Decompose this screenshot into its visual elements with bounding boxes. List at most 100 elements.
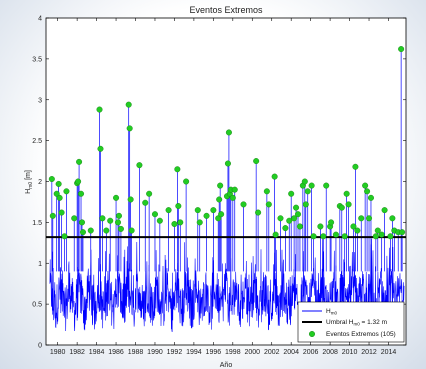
event-marker	[282, 225, 289, 232]
event-marker	[215, 215, 222, 222]
event-marker	[53, 190, 60, 197]
x-tick-label: 2004	[283, 349, 299, 356]
x-tick-label: 1994	[186, 349, 202, 356]
event-marker	[381, 207, 388, 214]
event-marker	[125, 101, 132, 108]
event-marker	[271, 173, 278, 180]
legend-threshold-rest: = 1.32 m	[360, 319, 387, 326]
event-marker	[151, 211, 158, 218]
event-marker	[107, 217, 114, 224]
y-tick-label: 2	[38, 179, 42, 186]
event-marker	[304, 188, 311, 195]
event-marker	[196, 219, 203, 226]
event-marker	[291, 215, 298, 222]
event-marker	[76, 158, 83, 165]
event-marker	[358, 215, 365, 222]
x-tick-label: 1990	[147, 349, 163, 356]
event-marker	[127, 196, 134, 203]
event-marker	[332, 231, 339, 238]
event-marker	[320, 233, 327, 240]
event-marker	[231, 186, 238, 193]
event-marker	[79, 229, 86, 236]
x-tick-label: 2008	[322, 349, 338, 356]
event-marker	[117, 225, 124, 232]
event-marker	[343, 190, 350, 197]
event-marker	[177, 219, 184, 226]
event-marker	[366, 215, 373, 222]
events-layer	[48, 46, 406, 240]
x-tick-label: 1986	[108, 349, 124, 356]
event-marker	[174, 166, 181, 173]
x-tick-label: 2002	[264, 349, 280, 356]
event-marker	[183, 178, 190, 185]
event-marker	[387, 233, 394, 240]
event-marker	[175, 203, 182, 210]
event-marker	[216, 196, 223, 203]
legend-label-series: Hm0	[326, 308, 337, 316]
event-marker	[328, 219, 335, 226]
event-marker	[48, 176, 55, 183]
event-marker	[218, 211, 225, 218]
event-marker	[362, 182, 369, 189]
event-marker	[272, 231, 279, 238]
event-marker	[350, 223, 357, 230]
event-marker	[99, 215, 106, 222]
event-marker	[217, 182, 224, 189]
event-marker	[210, 207, 217, 214]
event-marker	[310, 233, 317, 240]
event-marker	[96, 106, 103, 113]
legend: Hm0 Umbral Hm0 = 1.32 m Eventos Extremos…	[297, 301, 405, 343]
event-marker	[263, 188, 270, 195]
event-marker	[296, 223, 303, 230]
event-marker	[71, 215, 78, 222]
legend-series-sub: m0	[331, 311, 338, 316]
event-marker	[389, 215, 396, 222]
event-marker	[171, 221, 178, 228]
event-marker	[136, 162, 143, 169]
event-marker	[55, 180, 62, 187]
y-axis-label-main: H	[25, 189, 32, 194]
event-marker	[372, 233, 379, 240]
x-tick-label: 1996	[206, 349, 222, 356]
event-marker	[367, 194, 374, 201]
event-marker	[317, 223, 324, 230]
event-marker	[323, 182, 330, 189]
event-marker	[265, 201, 272, 208]
y-tick-label: 1.5	[32, 220, 42, 227]
event-marker	[302, 201, 309, 208]
x-tick-label: 1992	[167, 349, 183, 356]
x-tick-label: 2000	[244, 349, 260, 356]
event-marker	[75, 178, 82, 185]
x-tick-label: 1988	[128, 349, 144, 356]
event-marker	[78, 190, 85, 197]
event-marker	[113, 194, 120, 201]
event-marker	[354, 227, 361, 234]
event-marker	[97, 145, 104, 152]
legend-threshold-main: Umbral H	[326, 319, 354, 326]
event-marker	[156, 217, 163, 224]
event-marker	[114, 219, 121, 226]
x-tick-label: 1998	[225, 349, 241, 356]
event-marker	[49, 212, 56, 219]
event-marker	[194, 207, 201, 214]
event-marker	[58, 209, 65, 216]
event-marker	[364, 188, 371, 195]
legend-marker-events	[309, 331, 316, 338]
y-axis-label-unit: [m]	[25, 170, 32, 182]
event-marker	[103, 227, 110, 234]
event-marker	[56, 194, 63, 201]
event-marker	[253, 158, 260, 165]
event-marker	[203, 212, 210, 219]
event-marker	[399, 229, 406, 236]
event-marker	[128, 227, 135, 234]
y-axis-label-sub: m0	[28, 182, 34, 189]
event-marker	[295, 211, 302, 218]
event-marker	[293, 204, 300, 211]
y-tick-label: 2.5	[32, 138, 42, 145]
event-marker	[229, 194, 236, 201]
y-tick-label: 0.5	[32, 302, 42, 309]
event-marker	[225, 129, 232, 136]
event-marker	[78, 219, 85, 226]
event-marker	[398, 46, 405, 53]
event-marker	[338, 204, 345, 211]
